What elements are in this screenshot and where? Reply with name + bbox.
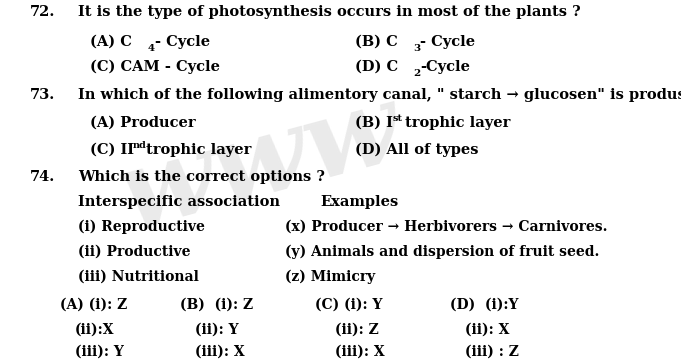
Text: st: st xyxy=(393,114,403,123)
Text: (ii) Productive: (ii) Productive xyxy=(78,245,191,259)
Text: - Cycle: - Cycle xyxy=(420,35,475,49)
Text: (A) Producer: (A) Producer xyxy=(90,116,195,130)
Text: (iii) : Z: (iii) : Z xyxy=(465,345,519,359)
Text: (A) (i): Z: (A) (i): Z xyxy=(60,298,127,312)
Text: (D) C: (D) C xyxy=(355,60,398,74)
Text: 3: 3 xyxy=(413,44,420,53)
Text: (D)  (i):Y: (D) (i):Y xyxy=(450,298,518,312)
Text: (ii): Y: (ii): Y xyxy=(195,323,238,337)
Text: (C) (i): Y: (C) (i): Y xyxy=(315,298,383,312)
Text: (iii) Nutritional: (iii) Nutritional xyxy=(78,270,199,284)
Text: In which of the following alimentory canal, " starch → glucosen" is prodused ?: In which of the following alimentory can… xyxy=(78,88,681,102)
Text: (iii): X: (iii): X xyxy=(195,345,244,359)
Text: Interspecific association: Interspecific association xyxy=(78,195,280,209)
Text: (B)  (i): Z: (B) (i): Z xyxy=(180,298,253,312)
Text: (x) Producer → Herbivorers → Carnivores.: (x) Producer → Herbivorers → Carnivores. xyxy=(285,220,607,234)
Text: (iii): Y: (iii): Y xyxy=(75,345,124,359)
Text: 73.: 73. xyxy=(30,88,55,102)
Text: (i) Reproductive: (i) Reproductive xyxy=(78,219,205,234)
Text: (ii): X: (ii): X xyxy=(465,323,509,337)
Text: nd: nd xyxy=(133,141,147,150)
Text: (A) C: (A) C xyxy=(90,35,132,49)
Text: (C) II: (C) II xyxy=(90,143,134,157)
Text: (B) I: (B) I xyxy=(355,116,393,130)
Text: www: www xyxy=(108,75,413,253)
Text: -Cycle: -Cycle xyxy=(420,60,470,74)
Text: (z) Mimicry: (z) Mimicry xyxy=(285,270,375,284)
Text: 72.: 72. xyxy=(30,5,55,19)
Text: Examples: Examples xyxy=(320,195,398,209)
Text: Which is the correct options ?: Which is the correct options ? xyxy=(78,170,325,184)
Text: (D) All of types: (D) All of types xyxy=(355,143,479,157)
Text: trophic layer: trophic layer xyxy=(146,143,251,157)
Text: (ii): Z: (ii): Z xyxy=(335,323,379,337)
Text: - Cycle: - Cycle xyxy=(155,35,210,49)
Text: (B) C: (B) C xyxy=(355,35,398,49)
Text: 74.: 74. xyxy=(30,170,55,184)
Text: (y) Animals and dispersion of fruit seed.: (y) Animals and dispersion of fruit seed… xyxy=(285,245,599,259)
Text: trophic layer: trophic layer xyxy=(405,116,510,130)
Text: (ii):X: (ii):X xyxy=(75,323,114,337)
Text: 2: 2 xyxy=(413,69,420,78)
Text: (C) CAM - Cycle: (C) CAM - Cycle xyxy=(90,60,220,74)
Text: It is the type of photosynthesis occurs in most of the plants ?: It is the type of photosynthesis occurs … xyxy=(78,5,581,19)
Text: (iii): X: (iii): X xyxy=(335,345,385,359)
Text: 4: 4 xyxy=(148,44,155,53)
